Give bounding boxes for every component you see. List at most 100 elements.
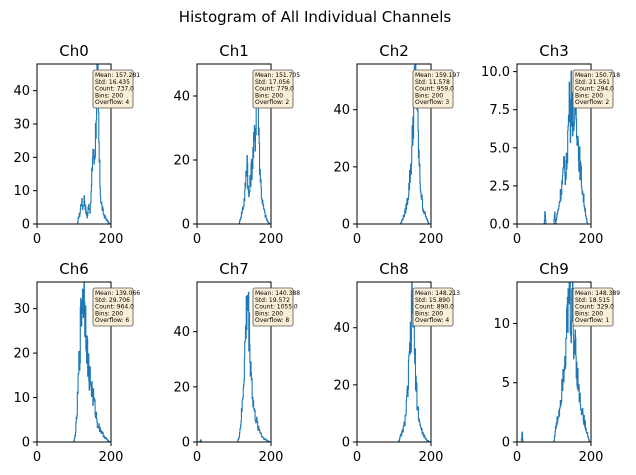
- x-tick-label: 0: [193, 232, 201, 247]
- x-tick-label: 0: [513, 450, 521, 465]
- axes-frame: [196, 63, 272, 225]
- stats-line: Mean: 157.281: [95, 72, 140, 79]
- stats-line: Mean: 150.718: [575, 72, 620, 79]
- stats-line: Bins: 200: [575, 310, 603, 317]
- y-tick-label: 40: [333, 321, 350, 336]
- stats-line: Overflow: 6: [95, 317, 129, 324]
- panel-title: Ch8: [379, 260, 409, 278]
- y-tick-label: 0: [502, 436, 510, 451]
- x-tick-label: 0: [353, 232, 361, 247]
- stats-line: Overflow: 3: [415, 99, 449, 106]
- stats-line: Bins: 200: [575, 92, 603, 99]
- stats-line: Std: 16.435: [95, 79, 130, 86]
- y-tick-label: 0: [182, 436, 190, 451]
- panel-ch3: Ch3 0.0 2.5 5.0 7.5 10.0 0 200 Mean: 150.718Std:…: [481, 42, 620, 247]
- stats-box: [412, 287, 454, 327]
- stats-line: Bins: 200: [415, 92, 443, 99]
- stats-box: [412, 69, 454, 109]
- y-tick-label: 40: [333, 103, 350, 118]
- axes-frame: [36, 281, 112, 443]
- stats-line: Std: 15.890: [415, 297, 450, 304]
- stats-box: [572, 69, 614, 109]
- stats-line: Std: 17.056: [255, 79, 290, 86]
- stats-line: Mean: 140.388: [255, 290, 300, 297]
- stats-line: Count: 294.0: [575, 86, 614, 93]
- y-tick-label: 20: [333, 378, 350, 393]
- panel-title: Ch9: [539, 260, 569, 278]
- y-tick-label: 0.0: [489, 218, 510, 233]
- y-tick-label: 30: [13, 118, 30, 133]
- x-tick-label: 200: [259, 450, 284, 465]
- panel-title: Ch6: [59, 260, 89, 278]
- axes-frame: [36, 63, 112, 225]
- x-tick-label: 200: [579, 450, 604, 465]
- y-tick-label: 20: [173, 154, 190, 169]
- stats-line: Bins: 200: [255, 92, 283, 99]
- x-tick-label: 200: [419, 450, 444, 465]
- stats-line: Bins: 200: [415, 310, 443, 317]
- stats-line: Bins: 200: [95, 92, 123, 99]
- stats-box: [92, 287, 134, 327]
- y-tick-label: 20: [333, 160, 350, 175]
- stats-line: Count: 1055.0: [255, 304, 298, 311]
- stats-line: Overflow: 1: [575, 317, 609, 324]
- y-tick-label: 10: [13, 184, 30, 199]
- x-tick-label: 0: [513, 232, 521, 247]
- stats-line: Count: 890.0: [415, 304, 454, 311]
- stats-box: [572, 287, 614, 327]
- x-tick-label: 0: [33, 232, 41, 247]
- stats-line: Count: 779.0: [255, 86, 294, 93]
- y-tick-label: 40: [13, 84, 30, 99]
- axes-frame: [196, 281, 272, 443]
- stats-line: Std: 11.578: [415, 79, 450, 86]
- y-tick-label: 0: [342, 436, 350, 451]
- y-tick-label: 20: [13, 151, 30, 166]
- stats-box: [252, 287, 294, 327]
- y-tick-label: 5.0: [489, 141, 510, 156]
- stats-line: Mean: 151.705: [255, 72, 300, 79]
- y-tick-label: 10.0: [481, 65, 510, 80]
- stats-line: Overflow: 4: [95, 99, 129, 106]
- stats-line: Overflow: 4: [415, 317, 449, 324]
- y-tick-label: 0: [22, 436, 30, 451]
- axes-frame: [356, 281, 432, 443]
- x-tick-label: 0: [353, 450, 361, 465]
- panel-title: Ch1: [219, 42, 249, 60]
- figure-title: Histogram of All Individual Channels: [179, 8, 452, 26]
- x-tick-label: 200: [419, 232, 444, 247]
- panel-title: Ch0: [59, 42, 89, 60]
- stats-line: Count: 959.0: [415, 86, 454, 93]
- stats-line: Count: 737.0: [95, 86, 134, 93]
- stats-line: Overflow: 2: [255, 99, 289, 106]
- stats-line: Std: 21.561: [575, 79, 610, 86]
- stats-line: Mean: 159.197: [415, 72, 460, 79]
- y-tick-label: 40: [173, 325, 190, 340]
- panel-title: Ch2: [379, 42, 409, 60]
- y-tick-label: 10: [493, 317, 510, 332]
- stats-line: Overflow: 8: [255, 317, 289, 324]
- axes-frame: [516, 63, 592, 225]
- stats-line: Mean: 148.389: [575, 290, 620, 297]
- x-tick-label: 200: [99, 232, 124, 247]
- stats-line: Std: 29.706: [95, 297, 130, 304]
- y-tick-label: 5: [502, 376, 510, 391]
- stats-line: Bins: 200: [95, 310, 123, 317]
- y-tick-label: 40: [173, 90, 190, 105]
- y-tick-label: 0: [22, 218, 30, 233]
- stats-line: Std: 18.515: [575, 297, 610, 304]
- stats-line: Count: 964.0: [95, 304, 134, 311]
- y-tick-label: 20: [13, 347, 30, 362]
- y-tick-label: 20: [173, 380, 190, 395]
- stats-line: Mean: 139.066: [95, 290, 140, 297]
- y-tick-label: 10: [13, 391, 30, 406]
- panel-title: Ch3: [539, 42, 569, 60]
- stats-line: Std: 19.572: [255, 297, 290, 304]
- x-tick-label: 200: [99, 450, 124, 465]
